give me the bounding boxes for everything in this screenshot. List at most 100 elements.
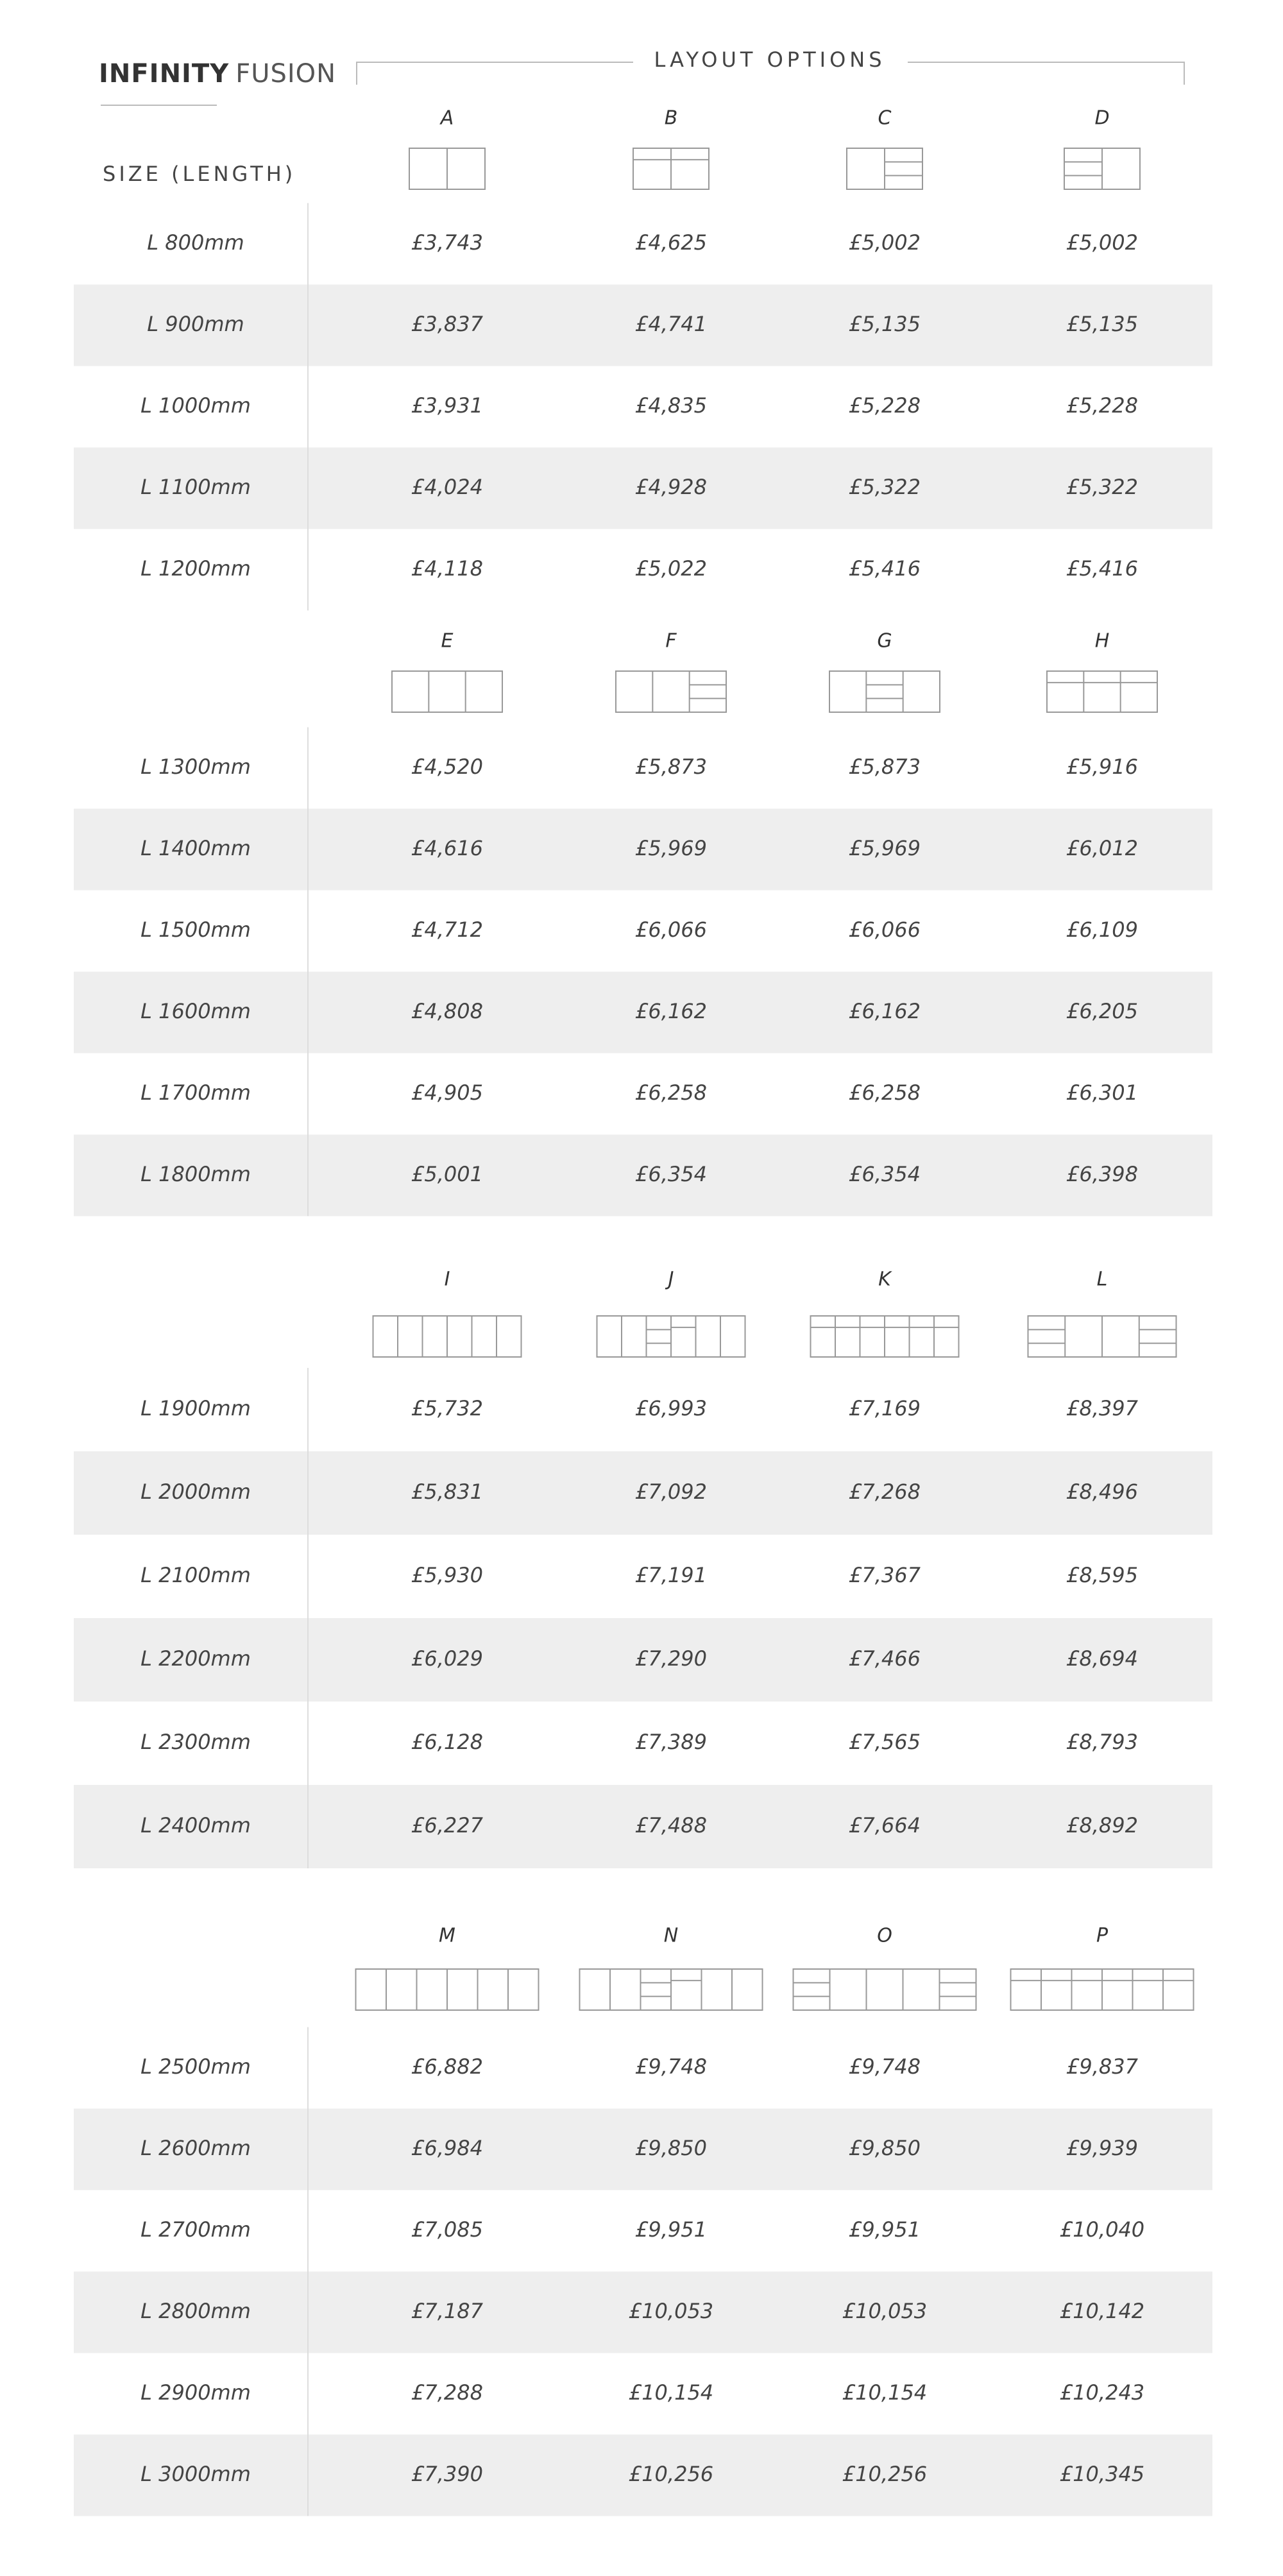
price: £4,625 xyxy=(635,230,707,255)
header-bracket xyxy=(356,62,633,85)
title: INFINITY FUSION xyxy=(99,59,336,89)
layout-letter: E xyxy=(441,630,454,653)
price: £5,916 xyxy=(1066,755,1138,779)
price: £9,850 xyxy=(849,2136,921,2160)
price: £8,397 xyxy=(1066,1396,1139,1420)
row-shade xyxy=(74,2108,1212,2190)
price: £9,951 xyxy=(849,2217,921,2242)
layout-letter: N xyxy=(664,1925,678,1947)
price: £4,741 xyxy=(635,312,707,336)
layout-icon xyxy=(615,670,727,713)
row-shade xyxy=(74,1134,1212,1216)
price: £7,290 xyxy=(635,1646,707,1671)
price: £4,712 xyxy=(411,917,483,942)
row-shade xyxy=(74,284,1212,366)
layout-letter: H xyxy=(1095,630,1110,653)
price: £7,367 xyxy=(849,1563,921,1587)
size-label: L 1600mm xyxy=(140,999,251,1023)
row-shade xyxy=(74,2434,1212,2516)
size-label: L 1100mm xyxy=(140,475,251,499)
price: £7,389 xyxy=(635,1730,707,1754)
layout-letter: M xyxy=(439,1925,455,1947)
row-shade xyxy=(74,2271,1212,2353)
size-label: L 2000mm xyxy=(140,1480,251,1504)
price: £8,496 xyxy=(1066,1480,1138,1504)
price: £6,162 xyxy=(635,999,707,1023)
model: FUSION xyxy=(235,59,336,89)
row-shade xyxy=(74,1785,1212,1868)
layout-letter: A xyxy=(439,107,454,130)
price: £4,905 xyxy=(411,1080,483,1105)
price: £4,616 xyxy=(411,836,483,860)
row-shade xyxy=(74,447,1212,529)
price: £5,873 xyxy=(635,755,707,779)
price: £5,969 xyxy=(849,836,921,860)
price: £4,520 xyxy=(411,755,483,779)
price: £7,565 xyxy=(849,1730,921,1754)
price: £4,835 xyxy=(635,393,707,418)
layout-letter: F xyxy=(665,630,677,653)
price: £6,162 xyxy=(849,999,921,1023)
price: £10,154 xyxy=(842,2380,927,2405)
price: £7,390 xyxy=(411,2462,483,2486)
size-label: L 1900mm xyxy=(140,1396,251,1420)
layout-icon xyxy=(1046,670,1158,713)
layout-letter: C xyxy=(878,107,892,130)
size-label: L 2400mm xyxy=(140,1813,251,1838)
layout-options-heading: LAYOUT OPTIONS xyxy=(654,47,886,72)
size-label: L 1400mm xyxy=(140,836,251,860)
layout-letter: O xyxy=(877,1925,892,1947)
price: £5,969 xyxy=(635,836,707,860)
price: £7,288 xyxy=(411,2380,483,2405)
row-shade xyxy=(74,808,1212,891)
price: £7,092 xyxy=(635,1480,707,1504)
row-shade xyxy=(74,1451,1212,1535)
price: £5,228 xyxy=(849,393,921,418)
price: £3,931 xyxy=(411,393,483,418)
price: £3,837 xyxy=(411,312,484,336)
price: £5,416 xyxy=(1066,556,1138,581)
price: £9,850 xyxy=(635,2136,707,2160)
size-label: L 800mm xyxy=(147,230,244,255)
size-label: L 2500mm xyxy=(140,2054,251,2079)
price: £8,694 xyxy=(1066,1646,1138,1671)
price: £10,040 xyxy=(1060,2217,1144,2242)
layout-letter: J xyxy=(665,1268,674,1291)
price: £6,128 xyxy=(411,1730,483,1754)
price: £10,256 xyxy=(842,2462,927,2486)
size-label: L 2900mm xyxy=(140,2380,251,2405)
price: £7,488 xyxy=(635,1813,707,1838)
layout-letter: B xyxy=(665,107,678,130)
price: £10,142 xyxy=(1060,2299,1144,2323)
price: £4,024 xyxy=(411,475,483,499)
row-shade xyxy=(74,971,1212,1053)
layout-letter: L xyxy=(1097,1268,1108,1291)
price: £5,416 xyxy=(849,556,921,581)
price: £6,984 xyxy=(411,2136,483,2160)
size-label: L 3000mm xyxy=(140,2462,251,2486)
layout-letter: D xyxy=(1094,107,1109,130)
price: £5,002 xyxy=(849,230,921,255)
price: £6,301 xyxy=(1066,1080,1138,1105)
size-label: L 2600mm xyxy=(140,2136,251,2160)
size-label: L 1700mm xyxy=(140,1080,251,1105)
size-label: L 2700mm xyxy=(140,2217,251,2242)
price: £5,002 xyxy=(1066,230,1138,255)
price: £5,732 xyxy=(411,1396,483,1420)
price: £10,243 xyxy=(1060,2380,1144,2405)
price: £3,743 xyxy=(411,230,483,255)
price: £8,892 xyxy=(1066,1813,1138,1838)
price: £5,930 xyxy=(411,1563,483,1587)
price: £10,345 xyxy=(1060,2462,1144,2486)
price: £10,256 xyxy=(629,2462,713,2486)
price: £5,228 xyxy=(1066,393,1138,418)
price: £4,808 xyxy=(411,999,483,1023)
price: £5,831 xyxy=(411,1480,483,1504)
price: £4,118 xyxy=(411,556,483,581)
size-label: L 2200mm xyxy=(140,1646,251,1671)
layout-icon xyxy=(829,670,940,713)
layout-letter: P xyxy=(1096,1925,1109,1947)
price: £6,258 xyxy=(849,1080,921,1105)
price: £8,595 xyxy=(1066,1563,1138,1587)
price: £7,169 xyxy=(849,1396,921,1420)
